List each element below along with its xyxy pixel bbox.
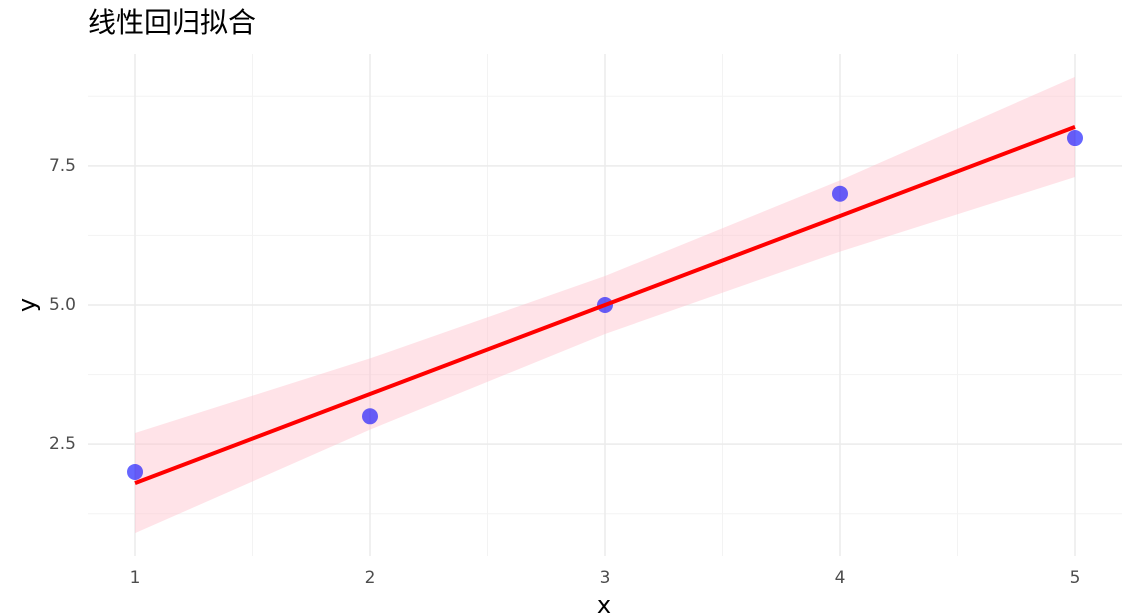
x-tick-label: 4 [835,568,846,588]
x-tick-label: 5 [1070,568,1081,588]
y-tick-label: 2.5 [49,434,76,454]
point [832,185,848,202]
y-tick-label: 5.0 [49,295,76,315]
y-axis-label: y [13,298,41,312]
x-axis-label: x [597,591,611,613]
x-tick-label: 2 [365,568,376,588]
point [362,408,378,425]
x-tick-label: 1 [130,568,141,588]
x-tick-label: 3 [600,568,611,588]
fit-line [134,125,1076,485]
y-tick-label: 7.5 [49,156,76,176]
point [127,463,143,480]
point [1067,130,1083,147]
chart-title: 线性回归拟合 [88,6,256,39]
